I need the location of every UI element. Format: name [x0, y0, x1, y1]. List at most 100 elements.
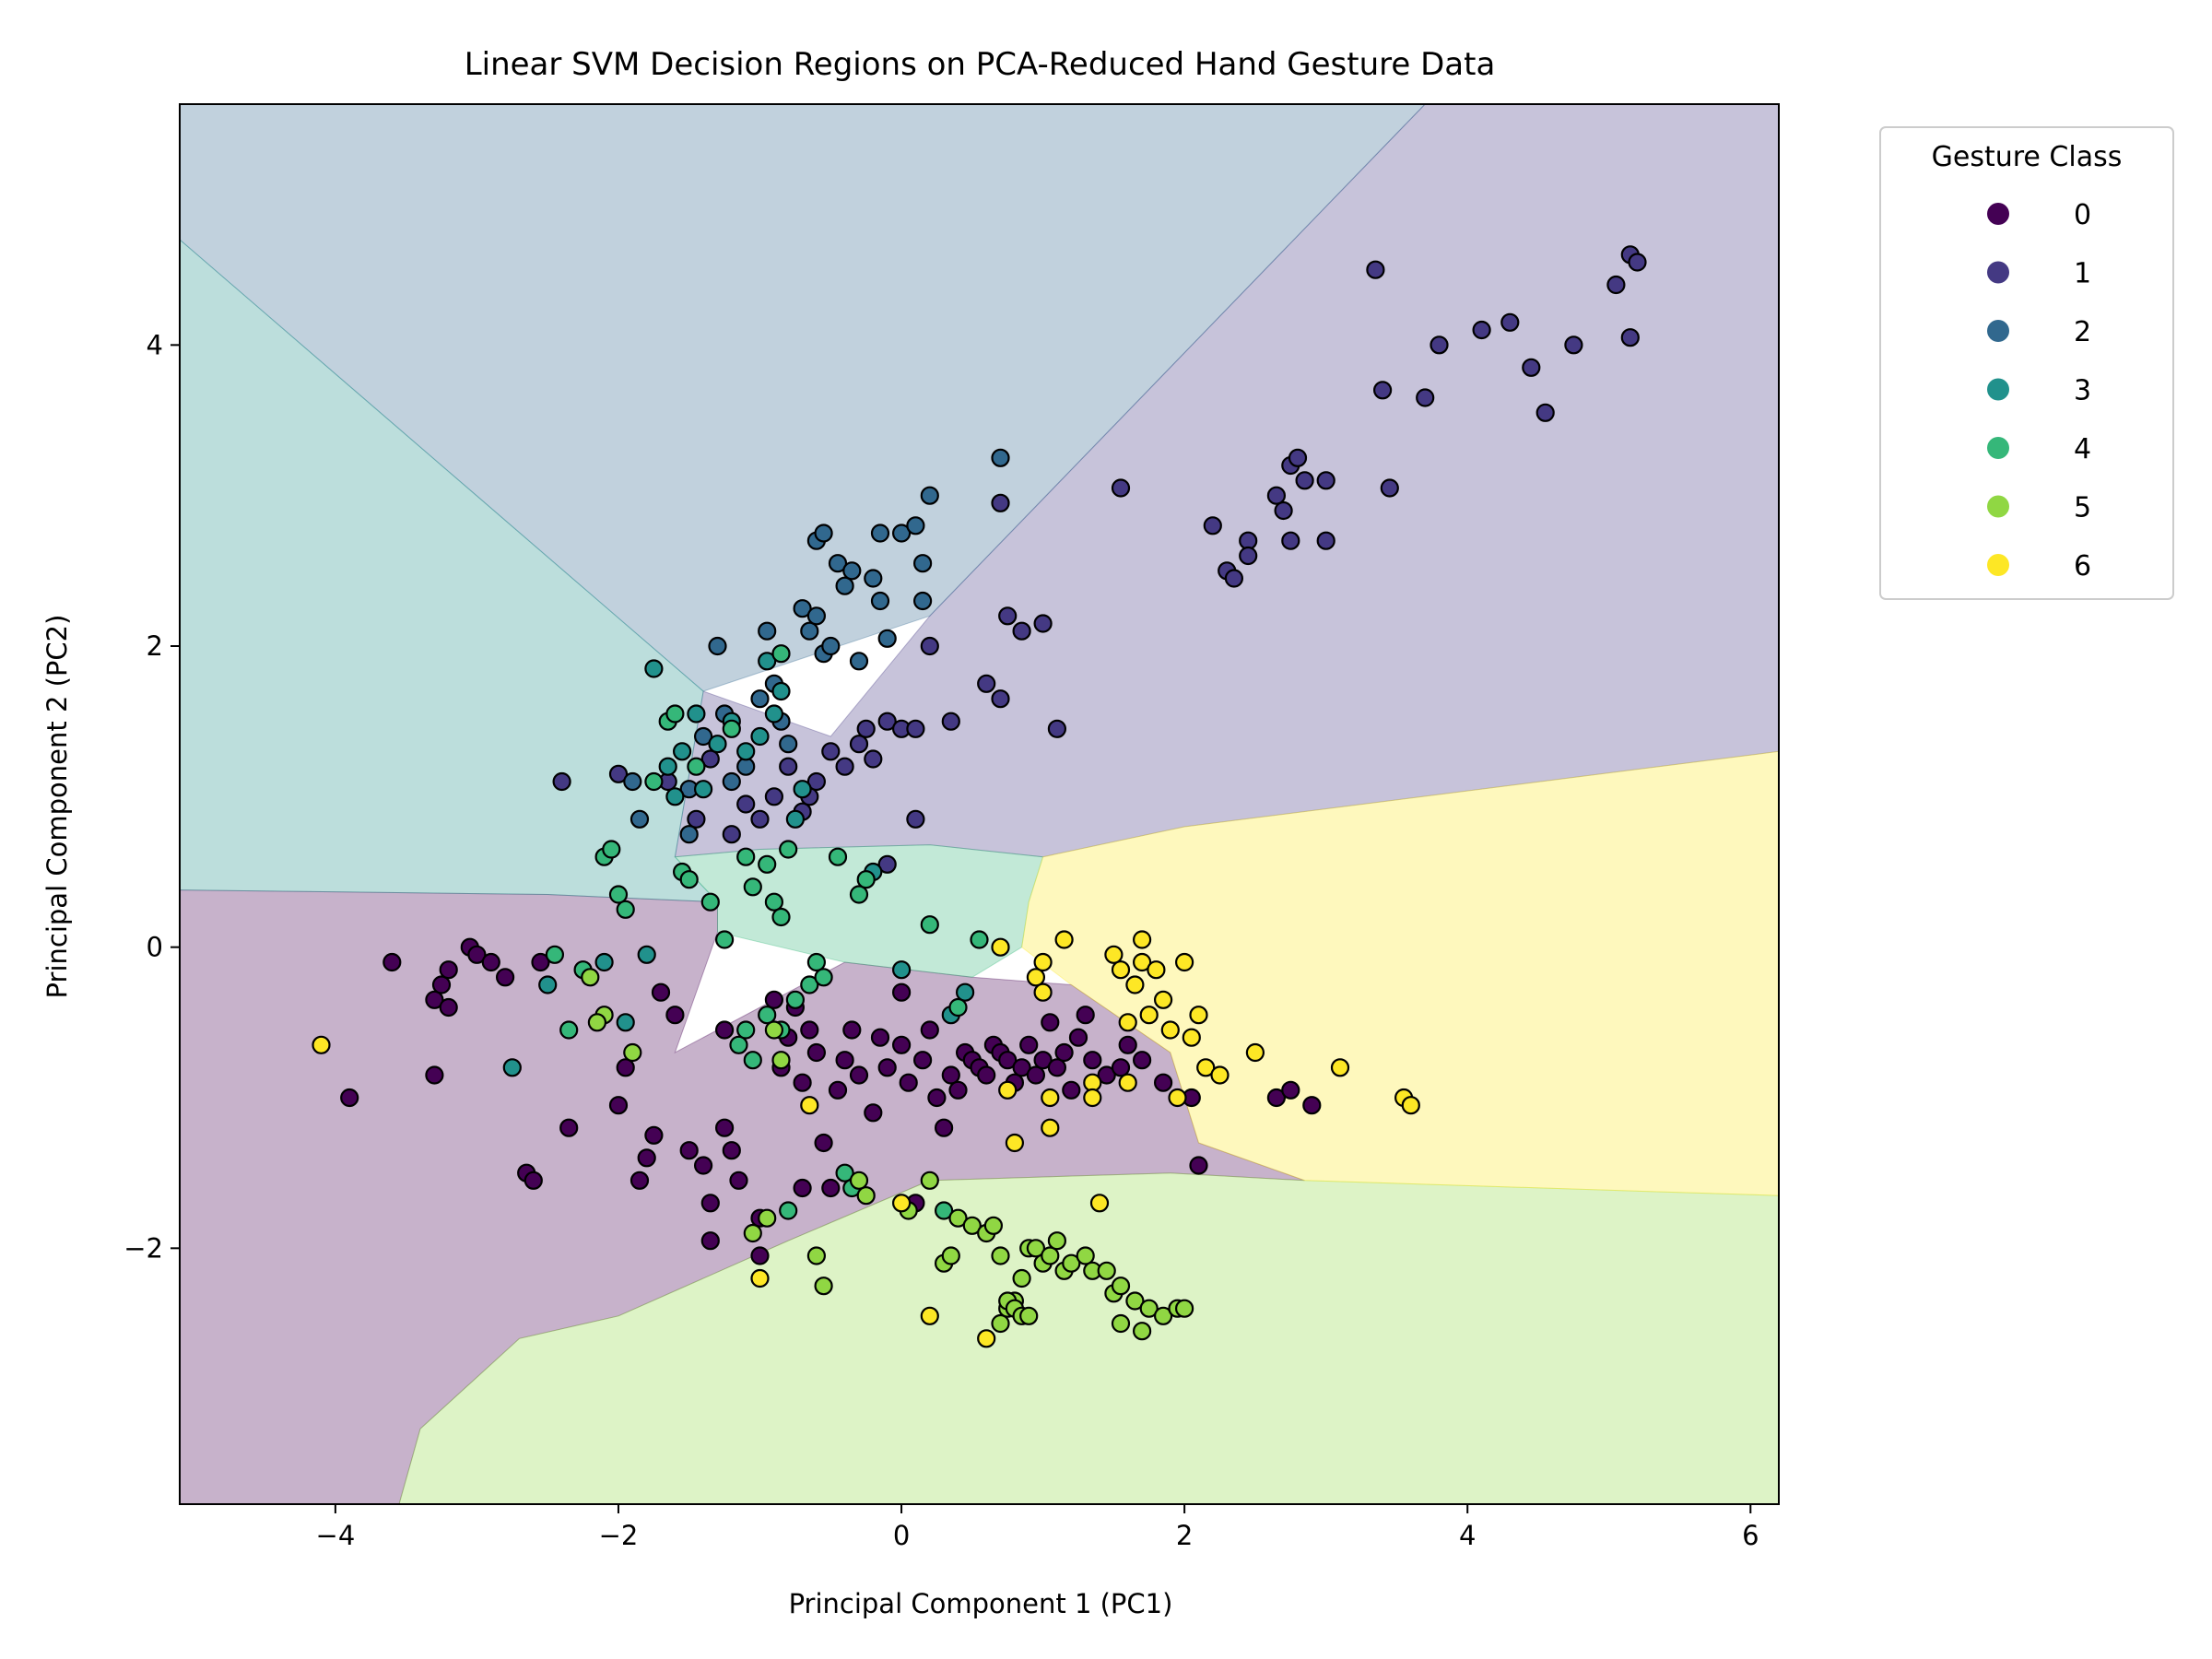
legend-label-class-3: 3 — [2074, 375, 2091, 407]
point-class-0 — [941, 1065, 960, 1085]
point-class-0 — [806, 1042, 827, 1063]
point-class-0 — [1062, 1080, 1081, 1100]
point-class-0 — [700, 1231, 720, 1251]
point-class-0 — [340, 1088, 359, 1108]
point-class-1 — [906, 719, 925, 738]
point-class-1 — [1372, 381, 1393, 400]
point-class-4 — [616, 900, 635, 919]
legend-label-class-2: 2 — [2074, 316, 2091, 348]
point-class-4 — [758, 1006, 777, 1025]
point-class-1 — [877, 854, 897, 874]
point-class-6 — [1041, 1088, 1060, 1108]
point-class-2 — [800, 621, 819, 641]
point-class-4 — [743, 877, 762, 897]
point-class-5 — [849, 1171, 869, 1190]
point-class-6 — [1147, 960, 1166, 980]
legend-entries: 0 1 2 3 4 5 6 — [1987, 199, 2091, 582]
point-class-1 — [877, 712, 897, 731]
point-class-1 — [1430, 335, 1449, 355]
point-class-3 — [502, 1058, 522, 1077]
point-class-0 — [729, 1171, 748, 1190]
point-class-2 — [828, 554, 848, 573]
point-class-1 — [1500, 312, 1520, 332]
point-class-0 — [948, 1080, 968, 1100]
point-class-5 — [948, 1208, 968, 1228]
legend-marker-class-2 — [1987, 320, 2009, 342]
point-class-4 — [814, 968, 833, 987]
legend-label-class-4: 4 — [2074, 433, 2091, 465]
point-class-1 — [920, 636, 939, 656]
point-class-0 — [835, 1051, 854, 1070]
point-class-6 — [1089, 1194, 1110, 1213]
point-class-5 — [623, 1042, 642, 1063]
y-tick-label: −2 — [124, 1232, 163, 1264]
point-class-5 — [764, 1020, 784, 1040]
point-class-4 — [665, 704, 685, 724]
point-class-1 — [1628, 253, 1647, 272]
point-class-4 — [736, 1020, 756, 1040]
point-class-6 — [800, 1096, 819, 1115]
point-class-1 — [1522, 358, 1541, 377]
point-class-1 — [1288, 448, 1308, 467]
point-class-0 — [1076, 1006, 1095, 1025]
point-class-1 — [779, 757, 798, 776]
point-class-4 — [764, 892, 784, 912]
point-class-4 — [714, 930, 735, 949]
legend-marker-class-5 — [1987, 495, 2009, 518]
point-class-4 — [779, 1201, 798, 1220]
point-class-0 — [1302, 1096, 1322, 1115]
point-class-2 — [891, 524, 912, 543]
point-class-0 — [439, 997, 458, 1018]
point-class-0 — [1153, 1073, 1173, 1092]
point-class-1 — [1316, 531, 1335, 550]
point-class-2 — [912, 554, 933, 573]
point-class-3 — [764, 704, 784, 724]
point-class-3 — [644, 659, 664, 678]
point-class-2 — [623, 771, 642, 792]
point-class-2 — [842, 561, 862, 581]
x-axis-label: Principal Component 1 (PC1) — [789, 1588, 1173, 1619]
point-class-1 — [977, 674, 996, 693]
point-class-5 — [1132, 1322, 1152, 1341]
point-class-0 — [1054, 1042, 1074, 1063]
point-class-1 — [1111, 478, 1131, 498]
point-class-0 — [1033, 1051, 1053, 1070]
point-class-4 — [644, 771, 664, 792]
point-class-5 — [856, 1186, 876, 1206]
chart-title: Linear SVM Decision Regions on PCA-Reduc… — [465, 46, 1496, 83]
point-class-3 — [693, 780, 713, 799]
point-class-0 — [524, 1171, 543, 1190]
point-class-0 — [998, 1051, 1018, 1070]
point-class-0 — [700, 1194, 720, 1213]
point-class-0 — [665, 1006, 685, 1025]
decision-region-class-1 — [674, 104, 1779, 858]
point-class-0 — [714, 1020, 735, 1040]
point-class-0 — [481, 952, 500, 972]
point-class-0 — [828, 1080, 848, 1100]
point-class-1 — [906, 809, 925, 829]
point-class-4 — [687, 757, 706, 776]
point-class-1 — [736, 794, 756, 814]
point-class-0 — [793, 1073, 812, 1092]
point-class-6 — [1118, 1013, 1137, 1032]
point-class-3 — [736, 742, 756, 761]
point-class-0 — [1068, 1028, 1088, 1047]
point-class-1 — [1203, 516, 1222, 535]
point-class-4 — [828, 847, 848, 866]
point-class-2 — [750, 689, 770, 709]
point-class-0 — [934, 1118, 954, 1137]
point-class-6 — [750, 1268, 770, 1288]
point-class-0 — [1026, 1065, 1046, 1085]
point-class-5 — [1125, 1291, 1145, 1311]
point-class-1 — [849, 735, 869, 754]
point-class-0 — [877, 1058, 897, 1077]
point-class-3 — [955, 982, 975, 1002]
point-class-0 — [842, 1020, 862, 1040]
point-class-6 — [1210, 1065, 1230, 1085]
point-class-6 — [1033, 952, 1053, 972]
x-tick-label: 6 — [1742, 1520, 1759, 1551]
point-class-1 — [1416, 388, 1435, 407]
point-class-4 — [722, 719, 741, 738]
point-class-0 — [891, 982, 912, 1002]
y-axis-ticks: −2 0 2 4 — [124, 329, 180, 1264]
